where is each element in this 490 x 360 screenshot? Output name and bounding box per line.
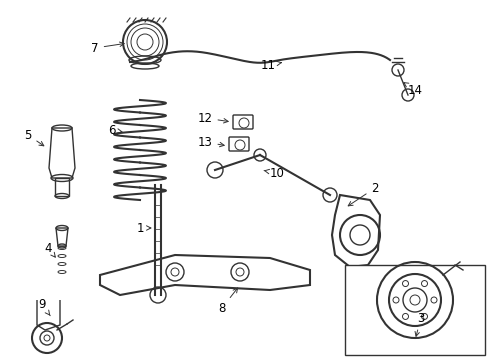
Text: 2: 2 [348, 181, 379, 206]
Text: 8: 8 [219, 288, 238, 315]
Text: 14: 14 [404, 82, 422, 96]
Text: 9: 9 [38, 298, 50, 316]
Text: 11: 11 [261, 59, 281, 72]
Text: 4: 4 [44, 242, 55, 257]
Text: 7: 7 [91, 41, 124, 54]
Text: 5: 5 [24, 129, 44, 146]
Text: 3: 3 [415, 311, 425, 336]
Bar [345, 265, 485, 355]
Text: 1: 1 [136, 221, 151, 234]
Text: 10: 10 [264, 166, 284, 180]
Text: 13: 13 [197, 135, 224, 149]
Text: 6: 6 [108, 123, 122, 136]
Text: 12: 12 [197, 112, 228, 125]
